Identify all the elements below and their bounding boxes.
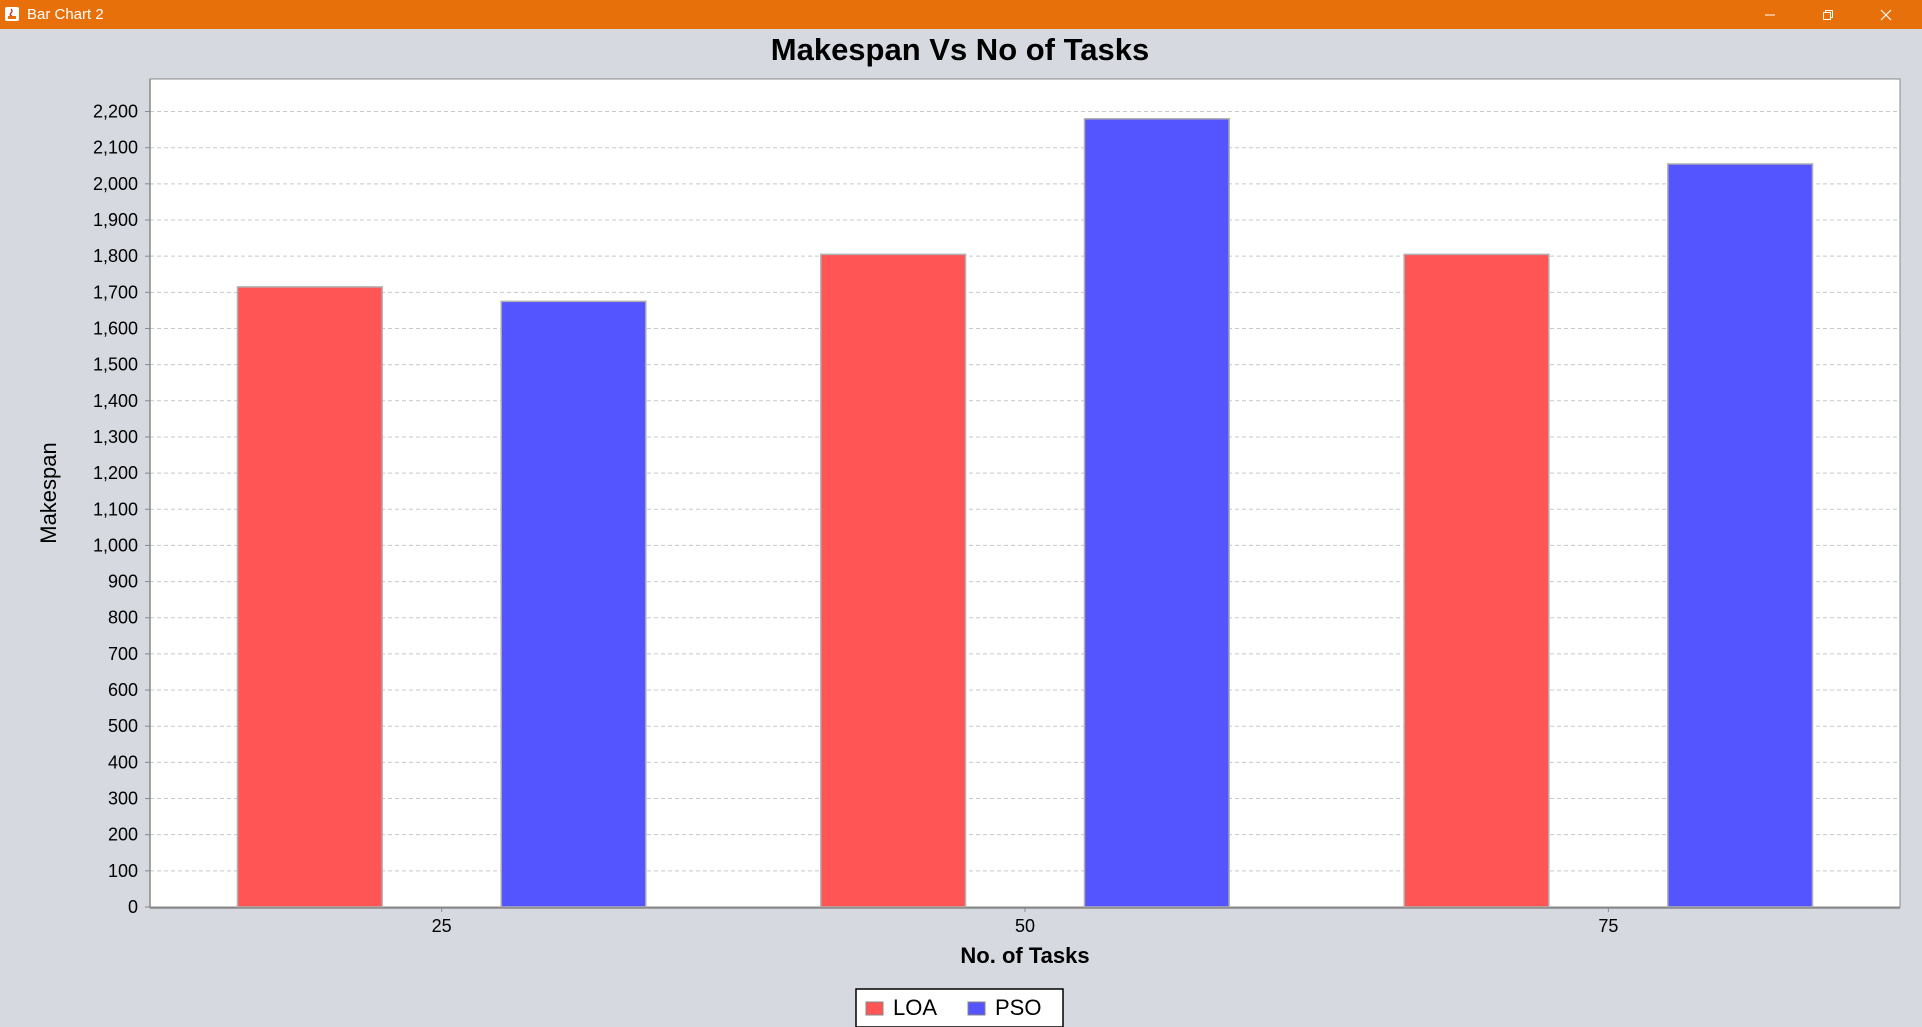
y-tick-label: 1,000 (93, 535, 138, 555)
y-axis-label: Makespan (36, 442, 61, 544)
y-tick-label: 2,100 (93, 138, 138, 158)
y-tick-label: 1,800 (93, 246, 138, 266)
restore-icon (1823, 9, 1833, 20)
bar-pso-25 (500, 300, 647, 908)
bar-chart: Makespan Vs No of Tasks 0100200300400500… (36, 32, 1901, 1027)
y-tick-label: 700 (108, 644, 138, 664)
y-tick-label: 1,300 (93, 427, 138, 447)
bar-pso-75 (1667, 163, 1814, 908)
minimize-button[interactable] (1741, 0, 1799, 29)
legend-label-loa: LOA (893, 995, 937, 1020)
y-tick-label: 1,700 (93, 282, 138, 302)
window-title: Bar Chart 2 (27, 6, 104, 23)
legend: LOA PSO (855, 988, 1064, 1027)
y-tick-label: 100 (108, 861, 138, 881)
close-icon (1880, 9, 1892, 20)
plot-area (149, 78, 1901, 908)
x-tick-label: 50 (1015, 916, 1035, 936)
bar-loa-25 (236, 286, 383, 908)
grid-lines (150, 111, 1900, 872)
y-tick-label: 200 (108, 825, 138, 845)
legend-label-pso: PSO (995, 995, 1041, 1020)
y-tick-label: 900 (108, 572, 138, 592)
bars (236, 118, 1814, 908)
minimize-icon (1765, 14, 1775, 15)
maximize-button[interactable] (1799, 0, 1857, 29)
bar-loa-75 (1403, 253, 1550, 908)
window-titlebar: Bar Chart 2 (0, 0, 1922, 29)
y-tick-label: 500 (108, 716, 138, 736)
x-tick-label: 25 (432, 916, 452, 936)
y-tick-label: 1,200 (93, 463, 138, 483)
x-axis-ticks: 25 50 75 (432, 907, 1618, 936)
x-axis-label: No. of Tasks (960, 943, 1089, 968)
y-tick-label: 0 (128, 897, 138, 917)
legend-box (855, 988, 1064, 1027)
y-tick-label: 1,400 (93, 391, 138, 411)
y-tick-label: 300 (108, 789, 138, 809)
legend-swatch-pso (967, 1001, 986, 1016)
java-icon (5, 7, 19, 21)
y-tick-label: 800 (108, 608, 138, 628)
bar-pso-50 (1083, 118, 1230, 908)
y-tick-label: 2,000 (93, 174, 138, 194)
legend-swatch-loa (865, 1001, 884, 1016)
y-tick-label: 1,900 (93, 210, 138, 230)
y-tick-label: 2,200 (93, 102, 138, 122)
y-tick-label: 600 (108, 680, 138, 700)
close-button[interactable] (1857, 0, 1915, 29)
y-tick-label: 1,500 (93, 355, 138, 375)
y-tick-label: 1,600 (93, 318, 138, 338)
bar-loa-50 (820, 253, 967, 908)
y-tick-label: 1,100 (93, 499, 138, 519)
y-axis-ticks: 0 100 200 300 400 500 600 700 800 900 1,000 1,100 1,… (93, 102, 150, 917)
y-tick-label: 400 (108, 752, 138, 772)
x-tick-label: 75 (1598, 916, 1618, 936)
chart-title: Makespan Vs No of Tasks (771, 32, 1149, 67)
